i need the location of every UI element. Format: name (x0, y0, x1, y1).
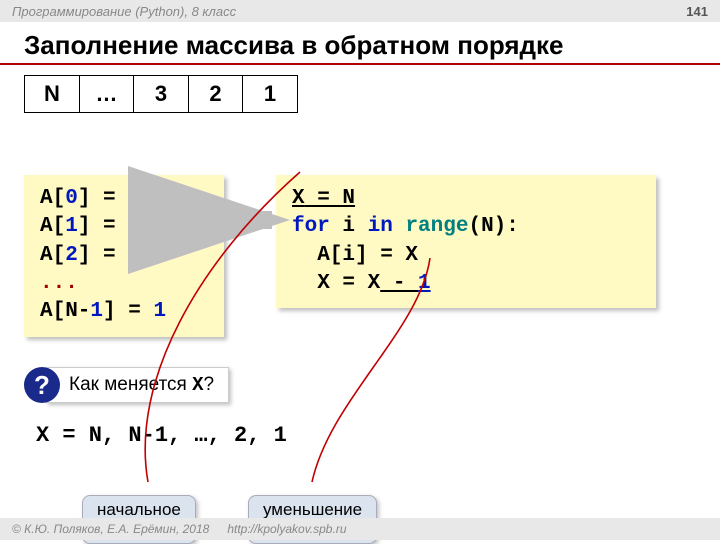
code-line: A[0] = N (40, 185, 208, 213)
footer-bar: © К.Ю. Поляков, Е.А. Ерёмин, 2018 http:/… (0, 518, 720, 540)
table-cell: N (24, 75, 80, 113)
footer-url: http://kpolyakov.spb.ru (227, 522, 346, 536)
page-number: 141 (686, 4, 708, 19)
course-label: Программирование (Python), 8 класс (12, 4, 236, 19)
code-line: X = N (292, 185, 640, 213)
copyright: © К.Ю. Поляков, Е.А. Ерёмин, 2018 (12, 522, 209, 536)
table-cell: … (79, 75, 135, 113)
table-cell: 3 (133, 75, 189, 113)
array-table: N … 3 2 1 (24, 75, 696, 113)
code-line: A[2] = N-2 (40, 242, 208, 270)
question-badge: ? (24, 367, 60, 403)
code-box-right: X = N for i in range(N): A[i] = X X = X … (276, 175, 656, 308)
code-line: A[N-1] = 1 (40, 298, 208, 326)
sequence-text: X = N, N-1, …, 2, 1 (36, 423, 287, 448)
code-box-left: A[0] = N A[1] = N-1 A[2] = N-2 ... A[N-1… (24, 175, 224, 337)
content-area: N … 3 2 1 A[0] = N A[1] = N-1 A[2] = N-2… (0, 75, 720, 535)
question-row: ? Как меняется X? (24, 367, 229, 403)
table-cell: 2 (188, 75, 244, 113)
code-line: for i in range(N): (292, 213, 640, 241)
code-line: A[i] = X (292, 242, 640, 270)
table-cell: 1 (242, 75, 298, 113)
page-title: Заполнение массива в обратном порядке (0, 22, 720, 65)
code-line: X = X - 1 (292, 270, 640, 298)
code-line: A[1] = N-1 (40, 213, 208, 241)
header-bar: Программирование (Python), 8 класс 141 (0, 0, 720, 22)
code-line: ... (40, 270, 208, 298)
question-box: Как меняется X? (46, 367, 229, 403)
